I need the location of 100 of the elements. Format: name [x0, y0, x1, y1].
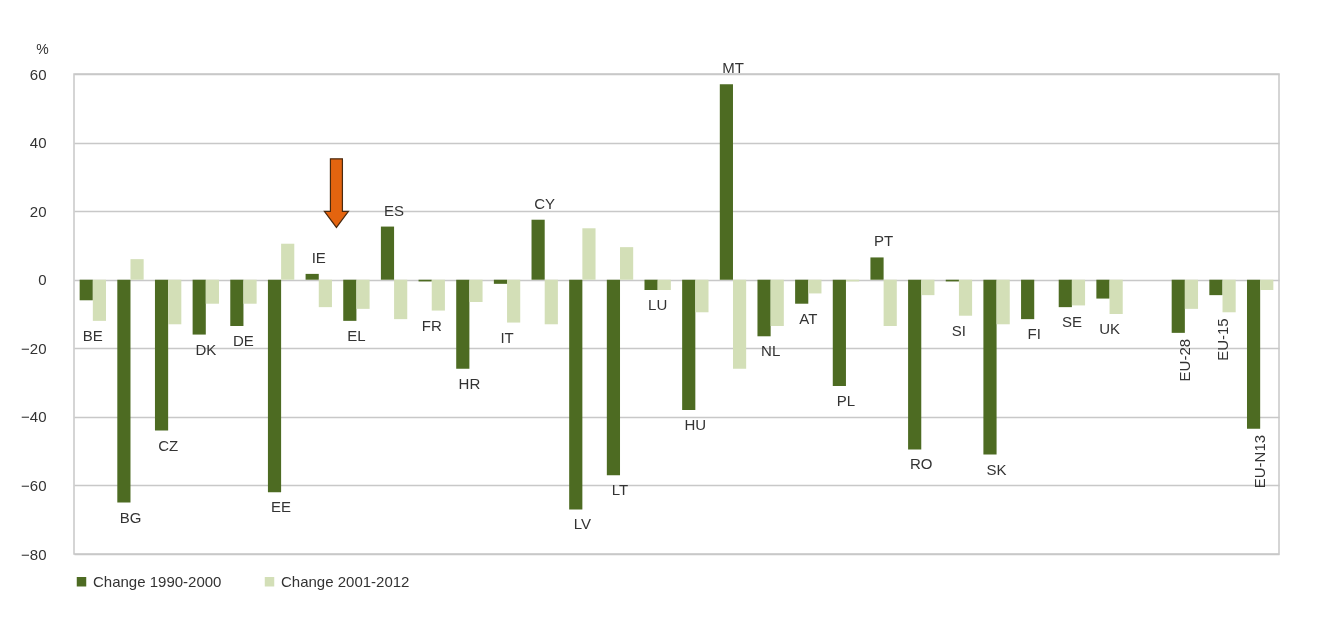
x-tick-label: LU: [648, 296, 668, 313]
bar: [657, 279, 671, 290]
bar: [732, 279, 747, 369]
bar: [318, 279, 332, 308]
bar: [168, 279, 182, 325]
bar: [695, 279, 709, 313]
y-tick-label: −60: [21, 476, 47, 494]
y-tick-label: 40: [29, 134, 47, 152]
bar: [620, 247, 634, 280]
x-tick-label: SE: [1061, 313, 1082, 331]
bar: [267, 279, 282, 493]
x-tick-label: EE: [271, 498, 292, 516]
bar: [1071, 279, 1086, 306]
bar: [1021, 279, 1035, 320]
y-tick-label: 20: [29, 202, 47, 220]
bar: [958, 279, 973, 316]
bar: [92, 279, 107, 321]
x-tick-label: EU-28: [1175, 338, 1193, 382]
bar: [682, 279, 696, 410]
bar: [154, 279, 169, 431]
bar: [582, 228, 596, 280]
bar: [380, 226, 395, 280]
bar: [870, 257, 884, 280]
bar: [883, 279, 897, 326]
x-tick-label: ES: [384, 201, 405, 219]
bar: [305, 273, 319, 280]
bar: [770, 279, 784, 326]
x-tick-label: PL: [836, 392, 856, 409]
bar: [996, 279, 1010, 325]
x-tick-label: LT: [611, 481, 629, 499]
x-tick-label: EU-N13: [1251, 434, 1269, 489]
bar: [1109, 279, 1123, 314]
x-tick-label: EU-15: [1213, 318, 1231, 361]
x-tick-label: FI: [1027, 325, 1041, 343]
bar: [243, 279, 257, 304]
x-tick-label: DK: [195, 340, 217, 358]
bar: [394, 279, 408, 320]
legend-label: Change 1990-2000: [93, 572, 222, 590]
bar: [469, 279, 483, 302]
bar: [983, 279, 997, 455]
x-tick-label: SI: [951, 321, 967, 339]
bar: [1209, 279, 1223, 296]
x-tick-label: DE: [233, 332, 254, 349]
bar: [531, 219, 545, 280]
bar: [1246, 279, 1261, 429]
bar: [230, 279, 244, 326]
bar: [130, 259, 144, 280]
y-tick-label: 60: [29, 65, 47, 83]
bar: [456, 279, 470, 369]
bar: [795, 279, 809, 304]
y-tick-label: −20: [21, 339, 47, 357]
x-tick-label: RO: [910, 455, 933, 473]
bar: [808, 279, 822, 294]
bar: [757, 279, 771, 337]
bar: [1260, 279, 1274, 290]
bar: [606, 279, 621, 476]
bar: [117, 279, 131, 503]
x-tick-label: AT: [799, 309, 818, 327]
y-tick-label: −80: [21, 545, 47, 563]
x-tick-label: PT: [874, 232, 894, 250]
bar: [431, 279, 445, 311]
bar: [832, 279, 846, 386]
x-tick-label: LV: [573, 515, 591, 533]
x-tick-label: MT: [722, 59, 744, 77]
x-tick-label: UK: [1099, 320, 1120, 337]
x-tick-label: BG: [119, 508, 142, 526]
y-tick-label: 0: [38, 271, 47, 289]
bar: [1096, 279, 1110, 299]
bar: [921, 279, 935, 296]
x-tick-label: BE: [82, 326, 103, 344]
bar: [908, 279, 922, 450]
bar: [1184, 279, 1199, 309]
bar: [192, 279, 206, 335]
bar: [644, 279, 658, 290]
y-tick-label: −40: [21, 408, 47, 426]
legend-label: Change 2001-2012: [281, 572, 410, 590]
x-tick-label: SK: [986, 460, 1007, 478]
bar: [1058, 279, 1072, 308]
bar: [544, 279, 558, 325]
bar: [79, 279, 93, 301]
x-tick-label: IE: [311, 248, 326, 266]
bar: [205, 279, 219, 304]
x-tick-label: HR: [458, 374, 481, 392]
x-tick-label: HU: [684, 416, 707, 433]
bar: [719, 84, 733, 280]
bar: [1171, 279, 1185, 333]
bar: [343, 279, 357, 321]
bar: [1222, 279, 1236, 313]
x-tick-label: FR: [421, 316, 442, 334]
bar: [356, 279, 370, 309]
x-tick-label: NL: [761, 342, 781, 360]
x-tick-label: CY: [534, 194, 556, 212]
bar: [507, 279, 521, 323]
x-tick-label: CZ: [158, 436, 179, 454]
bar: [493, 279, 508, 284]
x-tick-label: IT: [500, 328, 514, 346]
x-tick-label: EL: [347, 326, 366, 344]
bar: [569, 279, 583, 510]
y-axis-title: %: [36, 40, 49, 57]
bar: [281, 243, 295, 280]
